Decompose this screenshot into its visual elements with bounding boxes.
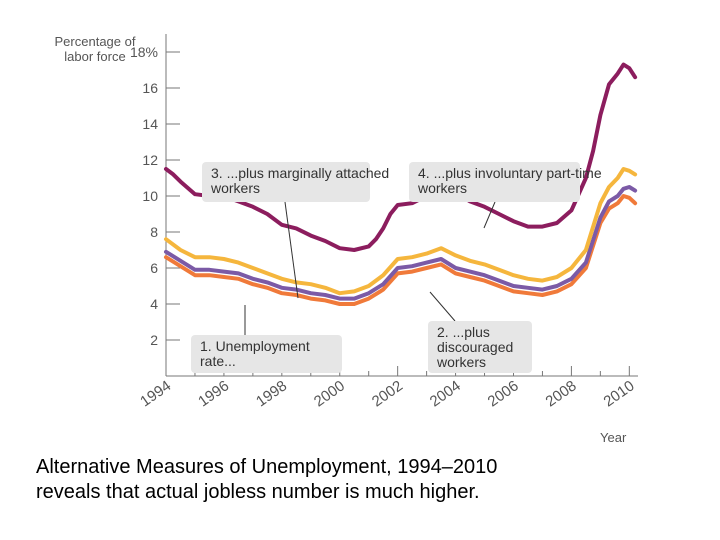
x-tick-label: 2010 [601,377,638,410]
unemployment-rate-line [164,194,638,306]
discouraged-workers-line [164,185,638,301]
y-tick-label: 16 [142,80,158,96]
unemployment-line-chart: 2 4 6 8 10 12 14 16 18% 1994 1996 1998 2000 2002 2004 2… [130,34,638,410]
y-axis-title: Percentage of labor force [54,34,136,64]
x-tick-label: 2008 [543,377,580,410]
callout-discouraged-workers-label: 2. ...plus discouraged workers [436,324,513,370]
callout-involuntary-part-time-label: 4. ...plus involuntary part-time workers [417,165,602,196]
x-axis-title: Year [600,430,627,445]
caption-line-2: reveals that actual jobless number is mu… [36,481,480,503]
y-tick-label: 12 [142,152,158,168]
callout-pointer [284,201,299,299]
callout-unemployment-rate-label: 1. Unemployment rate... [200,338,310,369]
callout-involuntary-part-time-box [409,162,580,202]
marginally-attached-line [164,167,638,296]
callout-unemployment-rate-box [191,335,342,373]
x-tick-label: 2004 [427,377,464,410]
x-tick-label: 2006 [485,377,522,410]
callout-marginally-attached-box [202,162,370,202]
y-tick-label: 8 [150,224,158,240]
callout-marginally-attached-label: 3. ...plus marginally attached workers [210,165,389,196]
x-tick-label: 2000 [311,377,348,410]
involuntary-part-time-line [164,62,638,252]
slide-caption: Alternative Measures of Unemployment, 19… [36,455,676,505]
y-tick-label: 10 [142,188,158,204]
x-tick-label: 1994 [137,377,174,410]
callout-discouraged-workers-box [428,321,532,373]
caption-line-1: Alternative Measures of Unemployment, 19… [36,456,498,478]
y-tick-label: 4 [150,296,158,312]
x-tick-label: 1998 [253,377,290,410]
y-tick-label: 6 [150,260,158,276]
y-tick-label: 14 [142,116,158,132]
callout-pointer [483,201,496,229]
y-tick-label: 18% [130,44,158,60]
x-tick-label: 2002 [369,377,406,410]
y-tick-label: 2 [150,332,158,348]
x-tick-label: 1996 [195,377,232,410]
callout-pointer [429,291,456,322]
